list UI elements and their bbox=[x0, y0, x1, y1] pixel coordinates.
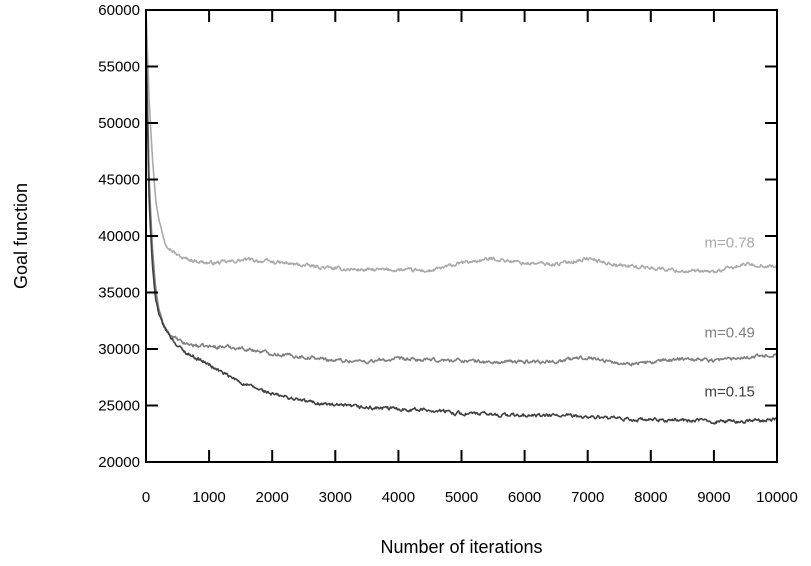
series-labels: m=0.78 m=0.49 m=0.15 bbox=[704, 234, 754, 400]
y-tick-label: 25000 bbox=[98, 398, 140, 415]
x-axis-title: Number of iterations bbox=[380, 537, 542, 557]
y-tick-label: 55000 bbox=[98, 59, 140, 76]
ticks-layer bbox=[146, 10, 777, 462]
x-tick-label: 5000 bbox=[445, 489, 478, 506]
x-tick-label: 2000 bbox=[256, 489, 289, 506]
series-label-3: m=0.15 bbox=[704, 383, 754, 400]
x-tick-label: 9000 bbox=[697, 489, 730, 506]
y-tick-labels: 20000 25000 30000 35000 40000 45000 50000 55000… bbox=[98, 2, 140, 471]
y-tick-label: 60000 bbox=[98, 2, 140, 19]
y-tick-label: 45000 bbox=[98, 172, 140, 189]
y-axis-title: Goal function bbox=[11, 183, 31, 289]
series-line-3 bbox=[145, 43, 778, 425]
y-tick-label: 40000 bbox=[98, 228, 140, 245]
y-tick-label: 35000 bbox=[98, 285, 140, 302]
x-tick-label: 3000 bbox=[319, 489, 352, 506]
series-label-2: m=0.49 bbox=[704, 325, 754, 342]
y-tick-label: 50000 bbox=[98, 115, 140, 132]
plot-frame bbox=[145, 9, 778, 463]
x-tick-labels: 0 1000 2000 3000 4000 5000 6000 7000 8000 9000 100… bbox=[142, 489, 798, 506]
x-tick-label: 1000 bbox=[192, 489, 225, 506]
series-label-1: m=0.78 bbox=[704, 234, 754, 251]
series-layer bbox=[145, 9, 778, 425]
y-tick-label: 30000 bbox=[98, 341, 140, 358]
x-tick-label: 0 bbox=[142, 489, 150, 506]
x-tick-label: 8000 bbox=[634, 489, 667, 506]
y-tick-label: 20000 bbox=[98, 454, 140, 471]
x-tick-label: 4000 bbox=[382, 489, 415, 506]
series-line-1 bbox=[145, 9, 778, 274]
x-tick-label: 6000 bbox=[508, 489, 541, 506]
series-line-2 bbox=[145, 32, 778, 367]
x-tick-label: 10000 bbox=[756, 489, 798, 506]
x-tick-label: 7000 bbox=[571, 489, 604, 506]
